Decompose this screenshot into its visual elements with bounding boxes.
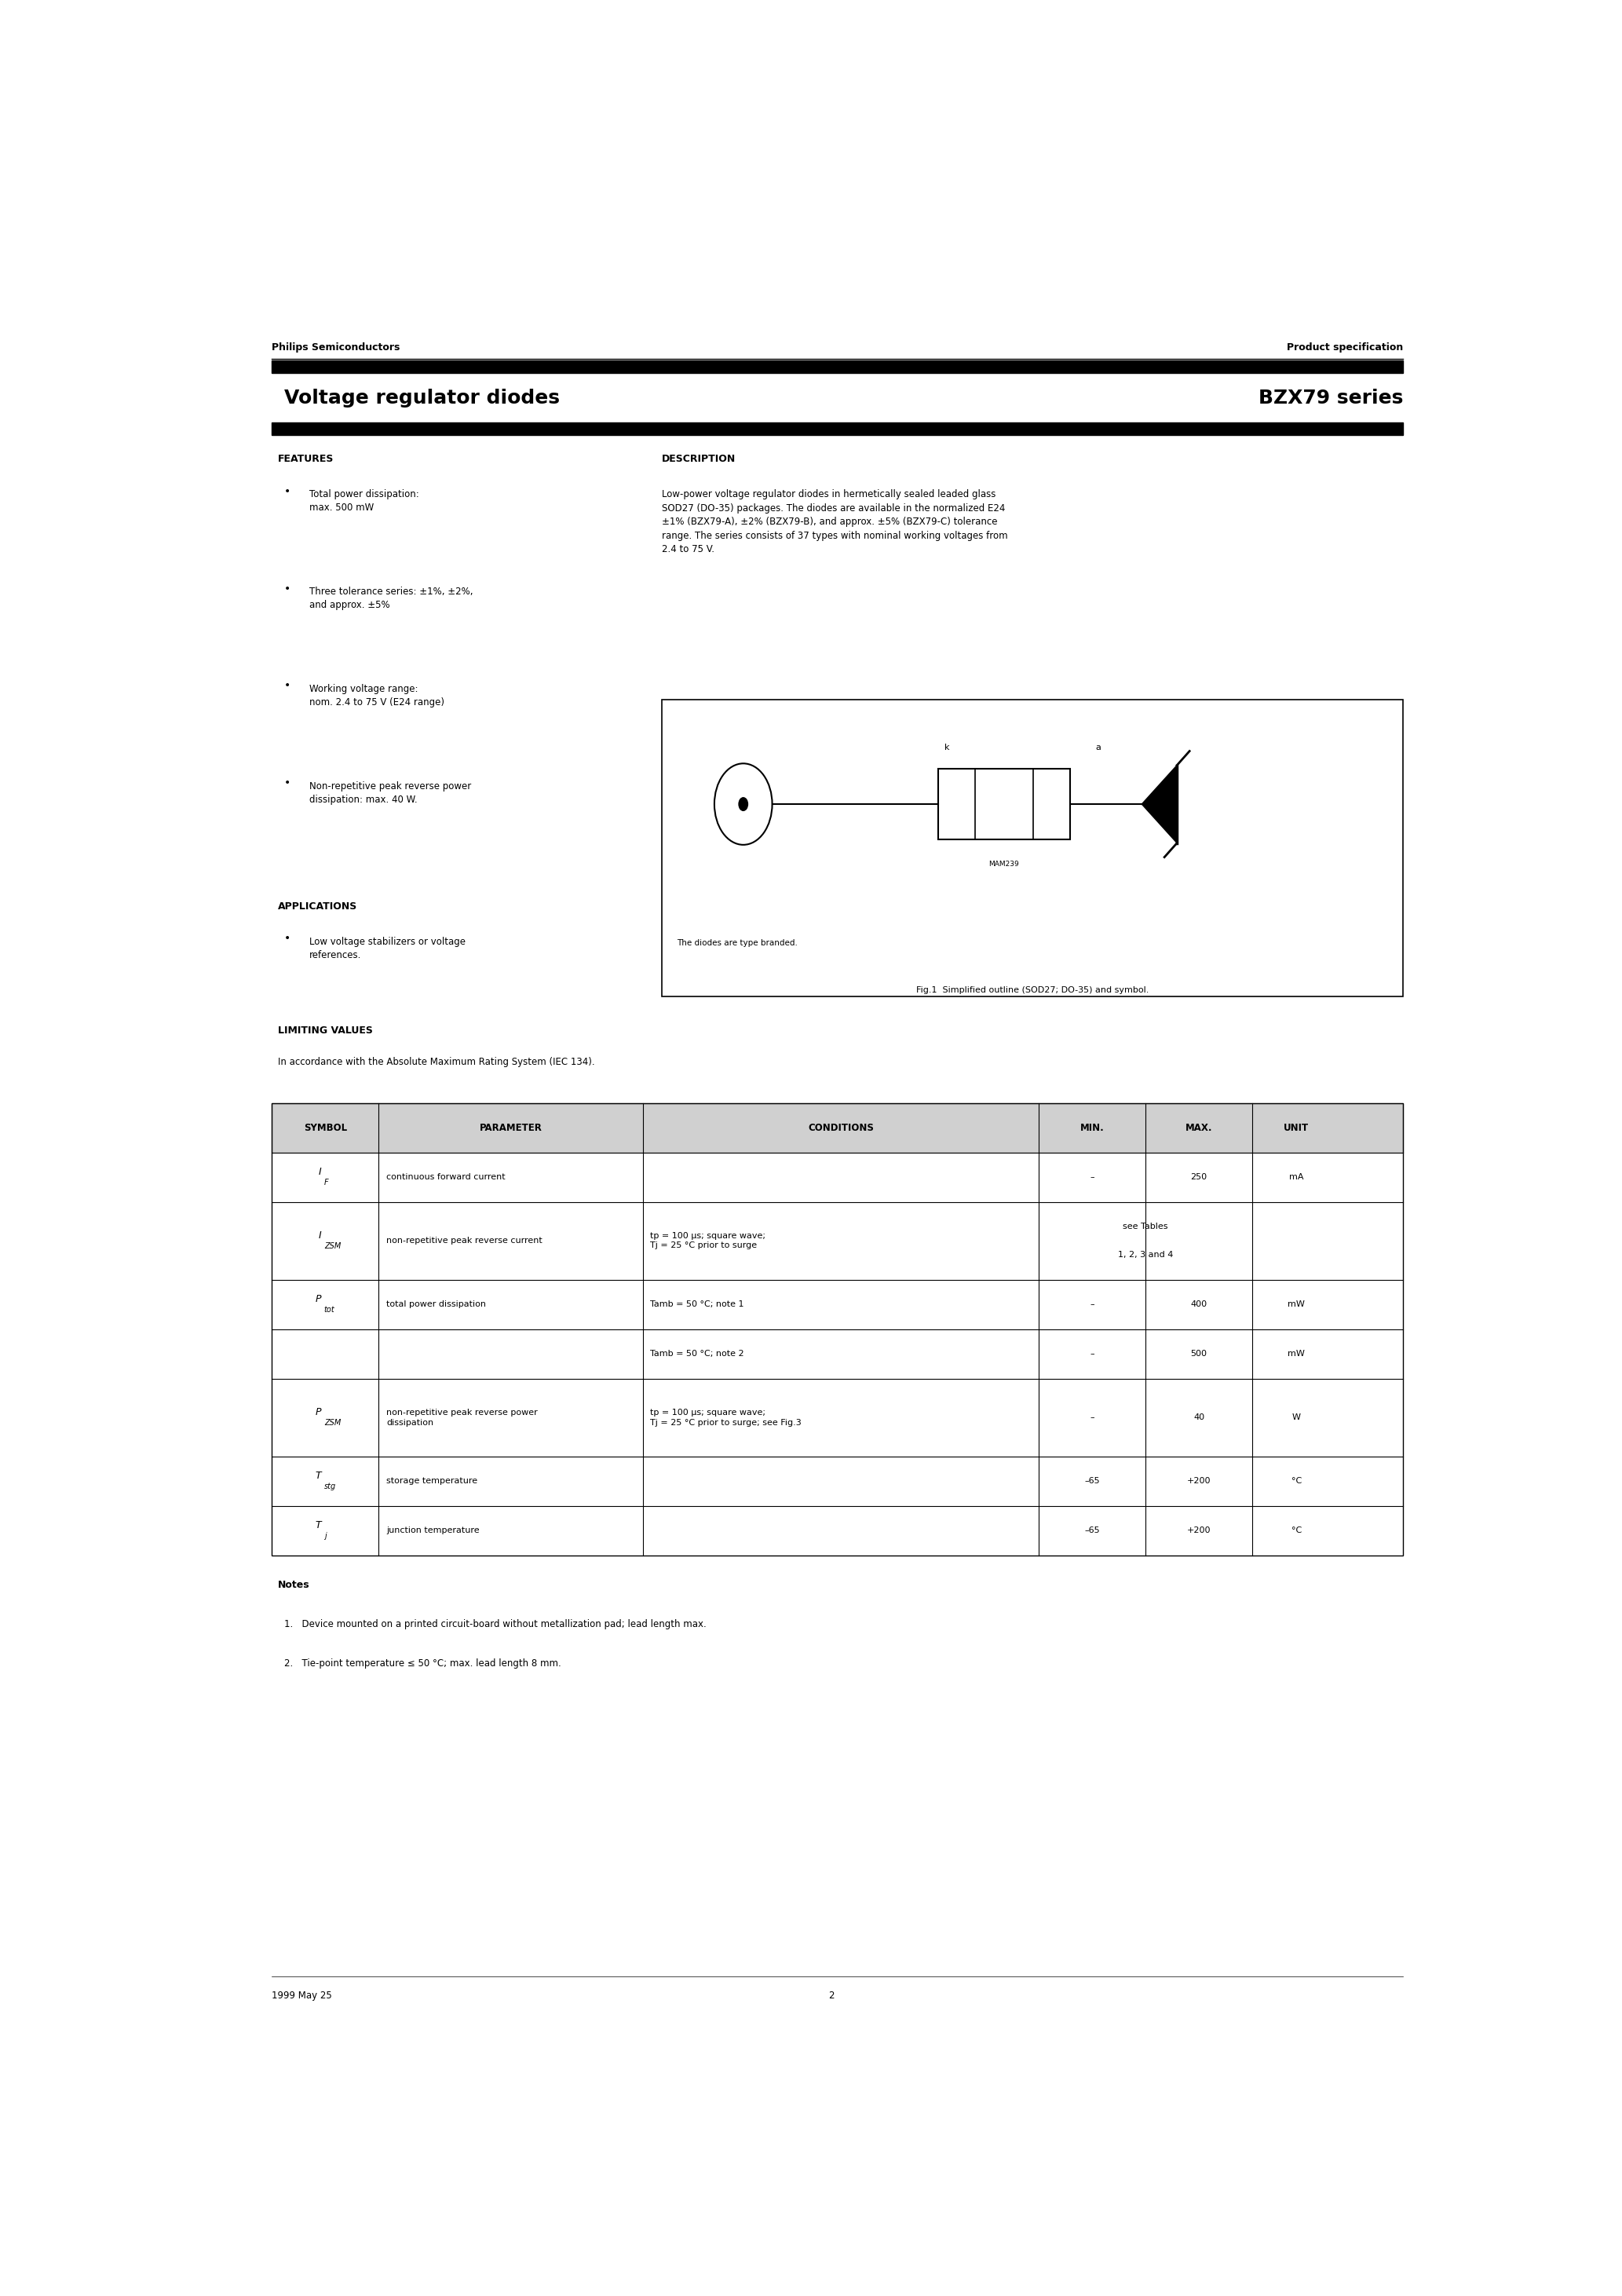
Text: •: • [284, 487, 290, 496]
Bar [272, 1102, 1403, 1153]
Text: mW: mW [1288, 1300, 1306, 1309]
Text: stg: stg [324, 1483, 336, 1490]
Text: Fig.1  Simplified outline (SOD27; DO-35) and symbol.: Fig.1 Simplified outline (SOD27; DO-35) … [916, 987, 1148, 994]
Text: +200: +200 [1187, 1527, 1212, 1534]
Text: tp = 100 μs; square wave;
Tj = 25 °C prior to surge; see Fig.3: tp = 100 μs; square wave; Tj = 25 °C pri… [650, 1410, 801, 1426]
Text: mA: mA [1289, 1173, 1304, 1180]
Text: PARAMETER: PARAMETER [480, 1123, 542, 1132]
Text: junction temperature: junction temperature [386, 1527, 480, 1534]
Bar [272, 1456, 1403, 1506]
Bar [272, 1329, 1403, 1378]
Text: •: • [284, 778, 290, 788]
Text: T: T [316, 1472, 321, 1481]
Bar [938, 769, 1071, 840]
Text: Product specification: Product specification [1286, 342, 1403, 354]
Text: non-repetitive peak reverse current: non-repetitive peak reverse current [386, 1238, 542, 1244]
Text: Philips Semiconductors: Philips Semiconductors [272, 342, 401, 354]
Text: 250: 250 [1191, 1173, 1207, 1180]
Text: +200: +200 [1187, 1476, 1212, 1486]
Bar [272, 1153, 1403, 1201]
Text: see Tables: see Tables [1122, 1224, 1168, 1231]
Text: ZSM: ZSM [324, 1419, 341, 1426]
Text: DESCRIPTION: DESCRIPTION [662, 455, 735, 464]
Circle shape [738, 797, 748, 810]
Text: j: j [324, 1531, 326, 1541]
Bar [272, 1279, 1403, 1329]
Text: –: – [1090, 1300, 1095, 1309]
Text: W: W [1293, 1414, 1301, 1421]
Text: 1, 2, 3 and 4: 1, 2, 3 and 4 [1118, 1251, 1173, 1258]
Text: P: P [316, 1295, 321, 1304]
Text: APPLICATIONS: APPLICATIONS [279, 902, 358, 912]
Text: F: F [324, 1178, 329, 1187]
Text: LIMITING VALUES: LIMITING VALUES [279, 1024, 373, 1035]
Text: total power dissipation: total power dissipation [386, 1300, 487, 1309]
Bar [272, 1201, 1403, 1279]
Text: Tamb = 50 °C; note 2: Tamb = 50 °C; note 2 [650, 1350, 744, 1357]
Bar [662, 700, 1403, 996]
Text: –: – [1090, 1350, 1095, 1357]
Bar [272, 1506, 1403, 1554]
Text: ZSM: ZSM [324, 1242, 341, 1249]
Text: In accordance with the Absolute Maximum Rating System (IEC 134).: In accordance with the Absolute Maximum … [279, 1056, 595, 1068]
Text: Three tolerance series: ±1%, ±2%,
and approx. ±5%: Three tolerance series: ±1%, ±2%, and ap… [310, 588, 474, 611]
Text: non-repetitive peak reverse power
dissipation: non-repetitive peak reverse power dissip… [386, 1410, 537, 1426]
Text: UNIT: UNIT [1283, 1123, 1309, 1132]
Bar [272, 422, 1403, 434]
Text: CONDITIONS: CONDITIONS [808, 1123, 874, 1132]
Text: T: T [316, 1520, 321, 1531]
Text: Working voltage range:
nom. 2.4 to 75 V (E24 range): Working voltage range: nom. 2.4 to 75 V … [310, 684, 444, 707]
Text: 40: 40 [1194, 1414, 1205, 1421]
Text: 500: 500 [1191, 1350, 1207, 1357]
Polygon shape [1142, 765, 1178, 843]
Text: k: k [944, 744, 949, 751]
Text: SYMBOL: SYMBOL [303, 1123, 347, 1132]
Text: •: • [284, 583, 290, 595]
Text: tp = 100 μs; square wave;
Tj = 25 °C prior to surge: tp = 100 μs; square wave; Tj = 25 °C pri… [650, 1233, 766, 1249]
Text: Tamb = 50 °C; note 1: Tamb = 50 °C; note 1 [650, 1300, 744, 1309]
Text: Notes: Notes [279, 1580, 310, 1591]
Text: mW: mW [1288, 1350, 1306, 1357]
Text: storage temperature: storage temperature [386, 1476, 477, 1486]
Text: I: I [318, 1166, 321, 1178]
Text: Low-power voltage regulator diodes in hermetically sealed leaded glass
SOD27 (DO: Low-power voltage regulator diodes in he… [662, 489, 1007, 556]
Text: °C: °C [1291, 1476, 1301, 1486]
Text: °C: °C [1291, 1527, 1301, 1534]
Text: FEATURES: FEATURES [279, 455, 334, 464]
Text: Low voltage stabilizers or voltage
references.: Low voltage stabilizers or voltage refer… [310, 937, 466, 960]
Text: Total power dissipation:
max. 500 mW: Total power dissipation: max. 500 mW [310, 489, 420, 512]
Bar [272, 360, 1403, 372]
Text: 2.   Tie-point temperature ≤ 50 °C; max. lead length 8 mm.: 2. Tie-point temperature ≤ 50 °C; max. l… [284, 1658, 561, 1669]
Text: a: a [1095, 744, 1101, 751]
Text: continuous forward current: continuous forward current [386, 1173, 506, 1180]
Text: Non-repetitive peak reverse power
dissipation: max. 40 W.: Non-repetitive peak reverse power dissip… [310, 781, 472, 804]
Text: P: P [316, 1407, 321, 1417]
Text: –: – [1090, 1173, 1095, 1180]
Text: I: I [318, 1231, 321, 1240]
Bar [272, 1378, 1403, 1456]
Text: MAM239: MAM239 [989, 861, 1019, 868]
Text: 1.   Device mounted on a printed circuit-board without metallization pad; lead l: 1. Device mounted on a printed circuit-b… [284, 1619, 707, 1630]
Text: 2: 2 [829, 1991, 834, 2000]
Text: BZX79 series: BZX79 series [1259, 388, 1403, 406]
Text: –65: –65 [1085, 1476, 1100, 1486]
Text: •: • [284, 680, 290, 691]
Text: –65: –65 [1085, 1527, 1100, 1534]
Text: tot: tot [324, 1306, 334, 1313]
Text: The diodes are type branded.: The diodes are type branded. [676, 939, 798, 948]
Text: –: – [1090, 1414, 1095, 1421]
Text: 400: 400 [1191, 1300, 1207, 1309]
Text: Voltage regulator diodes: Voltage regulator diodes [284, 388, 560, 406]
Text: 1999 May 25: 1999 May 25 [272, 1991, 333, 2000]
Bar [272, 1102, 1403, 1554]
Text: MAX.: MAX. [1186, 1123, 1213, 1132]
Text: •: • [284, 932, 290, 944]
Text: MIN.: MIN. [1080, 1123, 1105, 1132]
